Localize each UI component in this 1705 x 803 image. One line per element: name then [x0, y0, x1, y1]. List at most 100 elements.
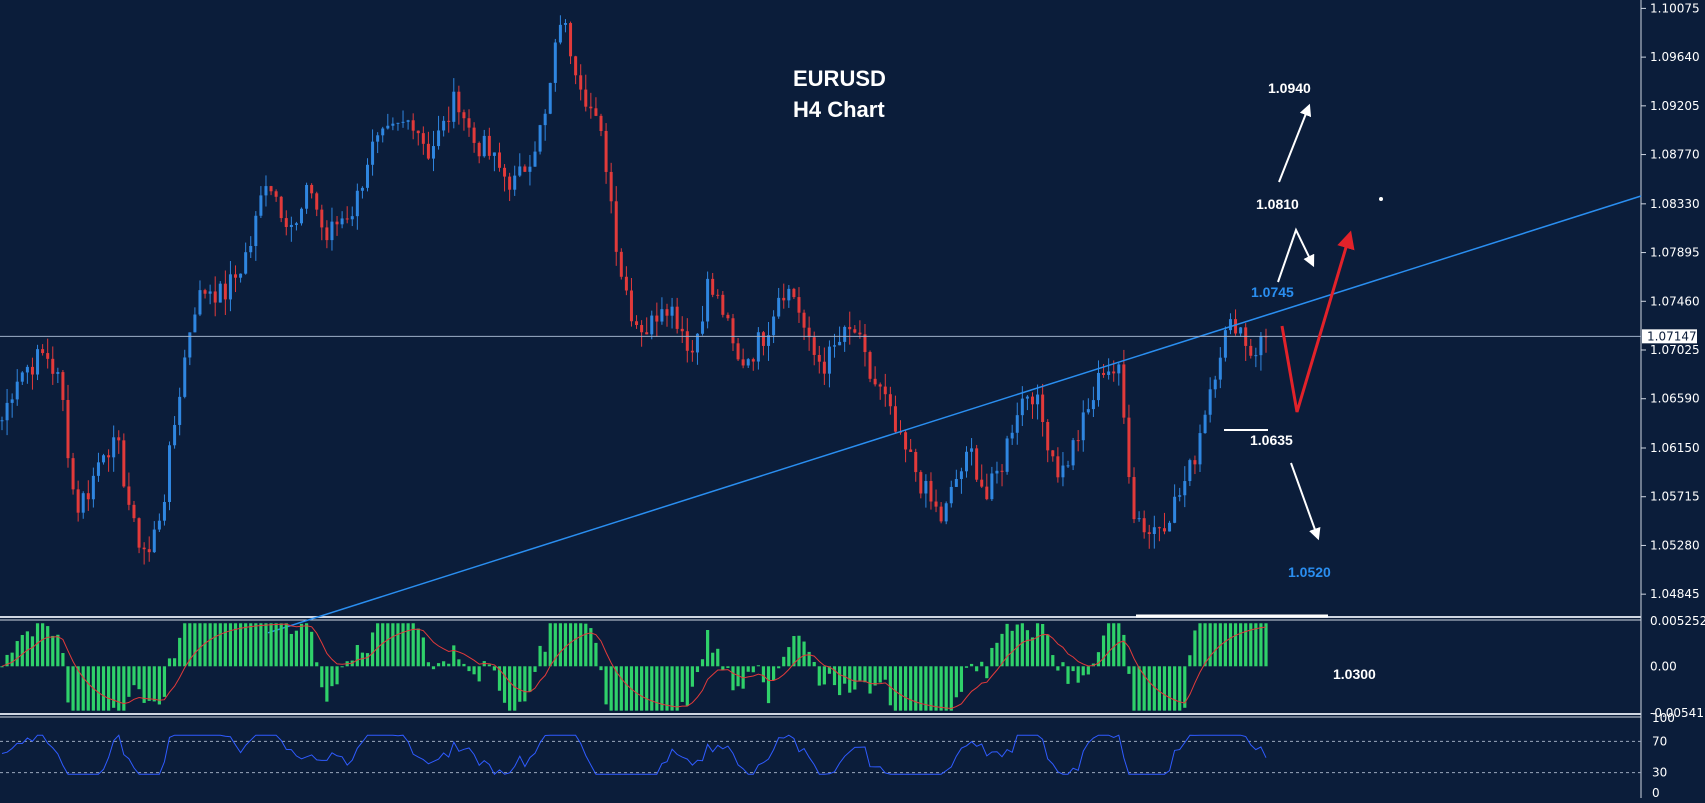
candle-body — [228, 274, 232, 300]
histogram-bar — [538, 645, 542, 667]
candle-body — [1137, 518, 1141, 520]
candle-body — [36, 349, 40, 375]
candle-body — [584, 89, 588, 107]
histogram-bar — [492, 666, 497, 671]
candle-body — [954, 478, 958, 487]
histogram-bar — [711, 652, 715, 667]
histogram-bar — [792, 636, 796, 667]
candle-body — [452, 91, 456, 122]
histogram-bar — [548, 623, 552, 667]
histogram-bar — [903, 666, 908, 711]
candle-body — [442, 120, 446, 131]
price-tick-label: 1.08770 — [1650, 148, 1700, 162]
candle-body — [421, 133, 425, 144]
candle-body — [782, 297, 786, 301]
candle-body — [1020, 398, 1024, 416]
candle-body — [833, 345, 837, 347]
candle-body — [635, 321, 639, 326]
histogram-bar — [238, 623, 243, 667]
candle-body — [675, 306, 679, 329]
candle-body — [157, 520, 161, 530]
histogram-bar — [320, 666, 324, 688]
histogram-bar — [1086, 666, 1090, 675]
histogram-bar — [878, 666, 882, 683]
candle-body — [300, 208, 304, 224]
histogram-bar — [487, 664, 491, 667]
histogram-bar — [726, 666, 730, 668]
candle-body — [15, 381, 19, 400]
histogram-bar — [868, 666, 872, 694]
histogram-bar — [233, 623, 238, 667]
histogram-bar — [568, 623, 573, 667]
candle-body — [868, 352, 872, 379]
histogram-bar — [244, 623, 248, 667]
candle-body — [553, 42, 557, 83]
histogram-bar — [787, 647, 791, 667]
histogram-bar — [1157, 666, 1161, 711]
candle-body — [371, 141, 375, 165]
histogram-bar — [909, 666, 913, 711]
candle-body — [1010, 432, 1014, 439]
histogram-bar — [269, 623, 273, 667]
candle-body — [716, 294, 720, 296]
histogram-bar — [731, 666, 735, 691]
candle-body — [838, 341, 842, 346]
candle-body — [289, 224, 293, 228]
candle-body — [695, 333, 699, 353]
candle-body — [1259, 336, 1263, 356]
histogram-bar — [609, 666, 613, 711]
candle-body — [1076, 440, 1080, 442]
price-tick-label: 1.09205 — [1650, 99, 1700, 113]
candle-body — [538, 125, 542, 152]
histogram-bar — [51, 635, 55, 667]
histogram-bar — [71, 666, 75, 711]
candle-body — [107, 455, 111, 458]
candle-body — [1223, 330, 1227, 358]
histogram-bar — [985, 666, 989, 679]
candle-body — [640, 325, 644, 333]
histogram-bar — [807, 651, 811, 667]
histogram-bar — [822, 666, 826, 685]
candle-body — [1183, 481, 1187, 496]
oscillator-panel — [0, 734, 1641, 775]
candle-body — [523, 166, 527, 172]
histogram-bar — [1056, 666, 1060, 671]
histogram-bar — [929, 666, 933, 711]
histogram-bar — [137, 666, 141, 690]
histogram-bar — [665, 666, 669, 711]
candle-body — [437, 130, 441, 147]
histogram-signal-line — [1, 623, 1267, 710]
price-tick-label: 1.05280 — [1650, 538, 1700, 552]
price-tick-label: 1.05715 — [1650, 490, 1700, 504]
histogram-bar — [944, 666, 948, 711]
candle-body — [1198, 433, 1202, 465]
candle-body — [396, 122, 400, 124]
histogram-bar — [919, 666, 923, 711]
candle-body — [939, 506, 943, 522]
candle-body — [1112, 371, 1116, 374]
histogram-bar — [401, 623, 405, 667]
histogram-bar — [1071, 666, 1075, 672]
candle-body — [1193, 460, 1197, 465]
price-axis: 1.10075 1.09640 1.09205 1.08770 1.08330 1.078… — [1641, 1, 1700, 601]
candle-body — [711, 278, 715, 295]
candle-body — [858, 332, 862, 335]
candle-body — [198, 290, 202, 315]
histogram-bar — [376, 623, 380, 667]
histogram-bar — [5, 654, 9, 667]
histogram-bar — [1254, 623, 1258, 667]
histogram-bar — [1010, 630, 1014, 667]
histogram-bar — [1223, 623, 1227, 667]
oscillator-line — [1, 734, 1267, 775]
candle-body — [264, 186, 268, 196]
histogram-bar — [396, 623, 400, 667]
histogram-bar — [1041, 623, 1045, 667]
candle-body — [1041, 394, 1045, 422]
candle-body — [701, 321, 705, 334]
candle-body — [599, 115, 603, 131]
histogram-bar — [107, 666, 111, 711]
histogram-bar — [914, 666, 918, 711]
histogram-bar — [340, 666, 344, 668]
candle-body — [1254, 355, 1258, 357]
